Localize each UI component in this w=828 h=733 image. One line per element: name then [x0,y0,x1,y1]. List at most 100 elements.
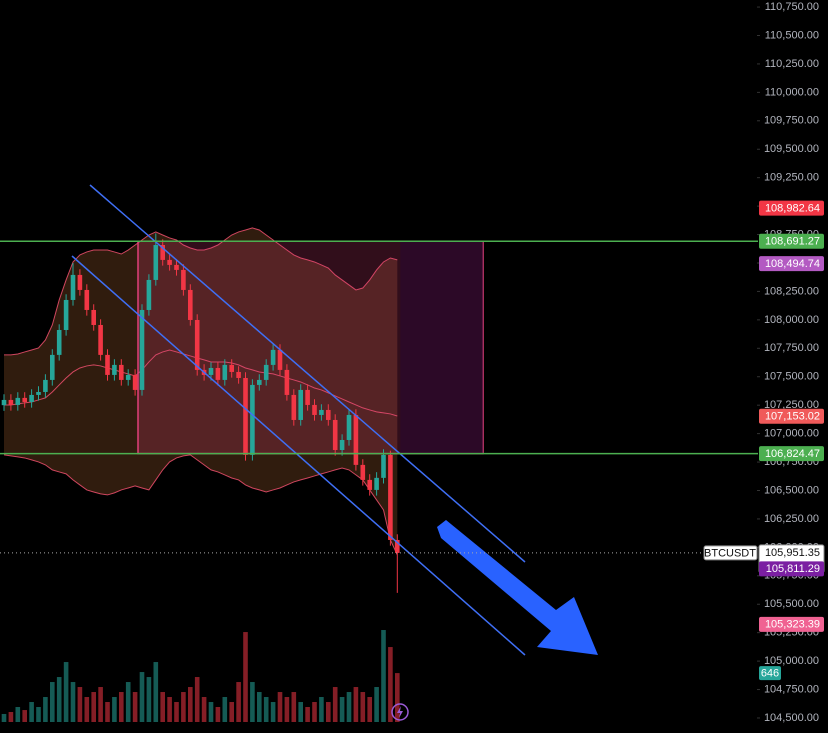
candle-body [105,354,110,375]
volume-bar [381,630,386,722]
y-tick-label: 109,250.00 [764,172,819,184]
volume-tag [759,666,781,681]
candle-body [125,374,131,380]
volume-bar [257,692,262,722]
volume-bar [36,707,41,722]
y-tick-label: 109,500.00 [764,143,819,155]
candle-body [332,419,338,450]
volume-bar [346,692,352,722]
candle-body [339,439,345,450]
volume-bar [360,692,366,722]
candle-body [181,269,186,290]
y-tick-label: 106,250.00 [764,513,819,525]
price-tag-label: 108,494.74 [765,258,820,270]
candle-body [167,259,172,265]
candle-body [36,391,41,395]
y-tick-label: 110,250.00 [765,58,819,70]
y-tick-label: 107,000.00 [764,428,819,440]
volume-bar [201,697,207,722]
volume-bar [153,662,159,722]
volume-bar [132,692,138,722]
y-tick-label: 108,250.00 [764,285,819,297]
candle-body [360,464,366,480]
volume-bar [91,692,96,722]
candle-body [22,397,27,402]
trend-line [89,184,526,563]
zone-future [400,241,483,454]
volume-bar [374,687,379,722]
volume-bar [263,697,269,722]
trend-line [71,255,526,656]
volume-bar [105,702,110,722]
volume-bar [353,687,359,722]
candle-body [374,477,379,490]
volume-bar [277,692,283,722]
candle-body [388,454,393,540]
candle-body [222,364,228,380]
candle-body [174,264,179,270]
candle-body [15,397,21,405]
candle-body [29,394,34,402]
price-tag [759,616,824,632]
candle-body [298,389,303,420]
volume-bar [15,707,21,722]
volume-bar [222,697,228,722]
volume-bar [160,692,165,722]
candle-body [263,364,269,380]
volume-bar [291,692,297,722]
candle-body [91,309,96,325]
volume-bar [29,702,34,722]
candle-body [346,414,352,440]
candle-body [312,404,317,415]
band-line [3,454,398,556]
candle-body [43,379,48,392]
volume-bar [139,672,145,722]
candle-body [381,454,386,478]
candle-body [319,409,324,415]
candle-body [367,479,372,490]
volume-bar [284,697,290,722]
price-tag [759,446,824,462]
volume-layer [1,630,400,722]
volume-bar [236,682,241,722]
candle-body [132,374,138,390]
trend-channel [71,184,598,656]
symbol-tag [703,545,758,561]
candle-body [50,354,55,380]
volume-bar [84,697,90,722]
volume-bar [167,697,172,722]
volume-bar [319,697,324,722]
y-tick-label: 104,500.00 [764,712,819,724]
price-tag [759,233,824,249]
y-tick-label: 105,000.00 [764,655,819,667]
candle-body [305,389,310,405]
volume-bar [43,697,48,722]
candle-body [353,414,359,465]
price-tag-label: 105,951.35 [765,547,820,559]
candle-body [77,274,83,290]
volume-tag-label: 646 [761,667,779,679]
zone-layer [137,240,484,455]
price-tags: 108,982.64 108,691.27 108,494.74 107,153.02… [0,200,825,681]
candle-body [8,399,14,405]
volume-bar [70,682,76,722]
candle-body [270,349,276,365]
y-tick-label: 106,500.00 [764,484,819,496]
alert-icon[interactable] [391,703,409,721]
candle-body [112,364,117,375]
volume-bar [112,697,117,722]
volume-bar [194,677,200,722]
alert-circle[interactable] [391,703,409,721]
candle-body [208,367,214,375]
volume-bar [125,682,131,722]
candle-body [153,245,159,280]
candle-body [139,309,145,390]
volume-bar [298,702,303,722]
alert-bolt[interactable] [397,706,403,718]
price-tag-label: 108,982.64 [765,202,820,214]
candle-body [236,371,241,378]
y-tick-label: 107,250.00 [764,399,819,411]
y-tick-label: 109,750.00 [764,115,819,127]
price-tag-label: 106,824.47 [765,448,820,460]
